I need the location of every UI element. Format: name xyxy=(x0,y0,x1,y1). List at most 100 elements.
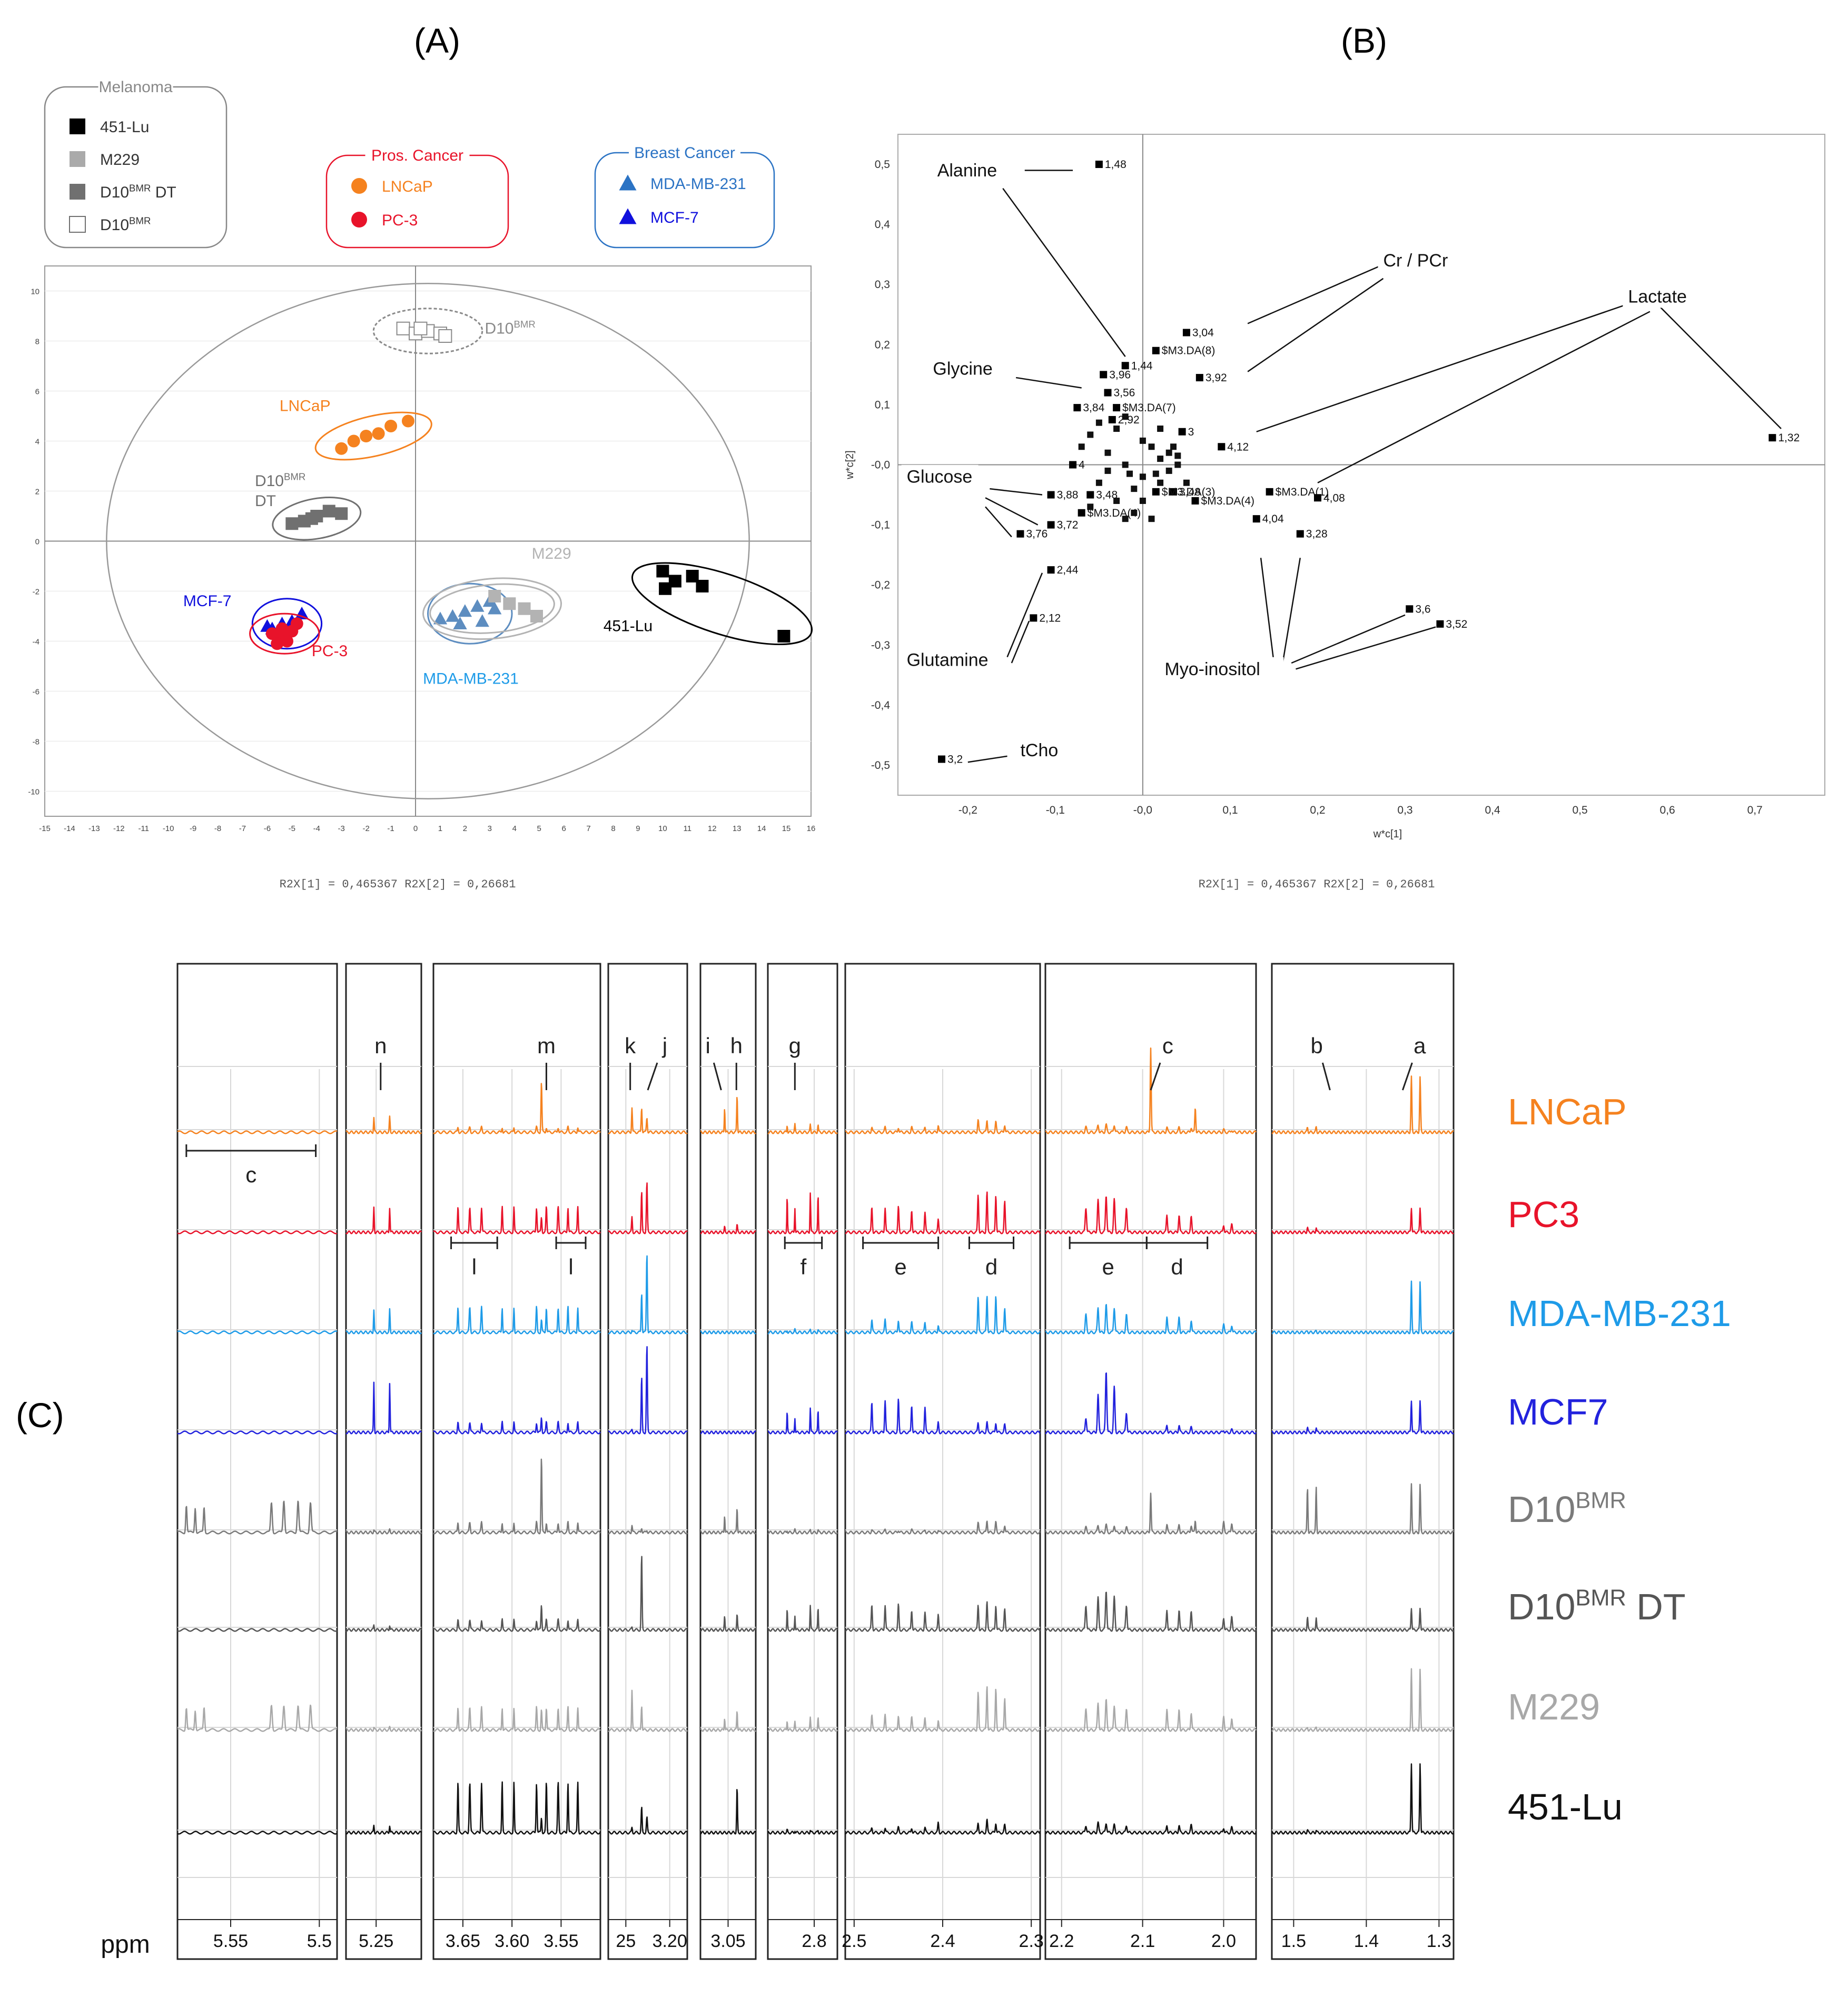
spectrum-trace xyxy=(433,1605,601,1632)
x-tick-label: 0,2 xyxy=(1310,804,1325,816)
panel-b-title: (B) xyxy=(1341,21,1387,60)
loading-point-label: $M3.DA(8) xyxy=(1162,345,1215,357)
x-tick-label: 7 xyxy=(586,824,590,833)
data-point xyxy=(372,427,385,440)
data-point xyxy=(446,609,460,622)
spectrum-trace xyxy=(608,1346,688,1435)
loading-point xyxy=(1139,437,1146,444)
spectrum-window-6: 2.5 2.4 2.3 xyxy=(842,963,1044,1960)
x-tick-label: 0,5 xyxy=(1572,804,1587,816)
y-tick-label: -6 xyxy=(33,688,39,697)
data-point xyxy=(530,610,543,622)
spectrum-trace xyxy=(845,1520,1041,1535)
x-tick-label: 0,7 xyxy=(1747,804,1763,816)
loading-point-label: 3,76 xyxy=(1026,528,1047,540)
window-frame xyxy=(1271,963,1455,1960)
loading-point-label: 3,84 xyxy=(1083,402,1104,414)
spectrum-trace xyxy=(767,1328,838,1334)
annotation-letter: h xyxy=(730,1033,743,1058)
series-D10BMR DT: D10BMR DT xyxy=(255,471,362,541)
legend-title: Pros. Cancer xyxy=(371,147,463,164)
window-frame xyxy=(176,963,338,1960)
loading-point xyxy=(1139,473,1146,480)
loading-point xyxy=(1047,491,1055,499)
x-tick-label: 3 xyxy=(488,824,492,833)
loading-point-label: 3,2 xyxy=(947,754,963,766)
spectrum-trace xyxy=(1045,1304,1257,1334)
annotation-letter: m xyxy=(537,1033,556,1058)
panel-c-title: (C) xyxy=(16,1396,64,1435)
annotation-leader xyxy=(985,497,1039,526)
loading-point xyxy=(1183,479,1190,486)
spectrum-window-4: 3.05 xyxy=(699,963,757,1960)
y-tick-label: 0,5 xyxy=(875,159,890,171)
annotation-leader xyxy=(1296,626,1436,670)
peak-annotation-k: k xyxy=(625,1033,636,1090)
panel-a-title: (A) xyxy=(414,21,460,60)
annotation-label-bg xyxy=(901,464,979,488)
legend-box xyxy=(325,154,509,249)
y-tick-label: 0 xyxy=(35,538,39,547)
spectrum-trace xyxy=(700,1614,756,1632)
loading-point xyxy=(1047,566,1055,574)
y-tick-label: -0,3 xyxy=(871,639,890,651)
loading-point xyxy=(1047,521,1055,529)
annotation-letter: d xyxy=(985,1254,997,1279)
y-tick-label: -4 xyxy=(33,638,39,647)
data-point xyxy=(453,617,467,630)
spectrum-trace xyxy=(700,1430,756,1435)
spectrum-trace xyxy=(1271,1280,1454,1334)
loading-point-label: 3,52 xyxy=(1446,618,1467,630)
x-tick-label: -11 xyxy=(138,824,149,833)
loading-point xyxy=(1122,516,1129,522)
spectrum-trace xyxy=(608,1255,688,1334)
x-tick-label: 14 xyxy=(757,824,766,833)
ppm-tick-label: 2.1 xyxy=(1130,1931,1155,1951)
annotation-letter: l xyxy=(568,1254,573,1279)
loading-point xyxy=(1126,470,1133,477)
loading-point xyxy=(1178,428,1186,436)
ppm-tick-label: 3.55 xyxy=(543,1931,578,1951)
spectrum-window-7: 2.2 2.1 2.0 xyxy=(1044,963,1257,1960)
data-point xyxy=(384,420,398,432)
loading-point xyxy=(1078,509,1085,517)
y-tick-label: 2 xyxy=(35,488,39,497)
x-tick-label: -7 xyxy=(239,824,246,833)
legend-marker xyxy=(619,208,637,224)
series-LNCaP: LNCaP xyxy=(280,398,432,461)
annotation-leader xyxy=(1282,558,1301,664)
loading-point-label: 3,6 xyxy=(1415,603,1430,615)
annotation-label: Cr / PCr xyxy=(1383,251,1448,271)
data-point xyxy=(305,512,318,525)
x-tick-label: 0,3 xyxy=(1397,804,1412,816)
x-tick-label: -8 xyxy=(214,824,221,833)
loading-point-label: 3,04 xyxy=(1192,327,1214,339)
loading-point xyxy=(1296,530,1304,538)
ppm-tick-label: 2.4 xyxy=(930,1931,955,1951)
annotation-letter: k xyxy=(625,1033,636,1058)
loading-point xyxy=(1131,509,1138,516)
spectrum-trace xyxy=(433,1205,601,1234)
spectrum-trace xyxy=(608,1806,688,1835)
spectrum-trace xyxy=(1271,1075,1454,1134)
annotation-label-bg xyxy=(1623,284,1700,308)
data-point xyxy=(360,430,373,442)
loading-point-label: 3,48 xyxy=(1179,486,1201,498)
sample-label: MCF7 xyxy=(1508,1391,1608,1432)
annotation-label-bg xyxy=(1378,249,1465,272)
spectrum-trace xyxy=(345,1115,422,1134)
y-tick-label: 8 xyxy=(35,338,39,347)
annotation-leader xyxy=(1247,265,1379,324)
data-point xyxy=(433,611,448,625)
loading-point-label: $M3.DA(4) xyxy=(1201,495,1255,507)
annotation-label-bg xyxy=(927,357,1005,380)
loading-point-label: 2,12 xyxy=(1039,612,1061,624)
group-ellipse xyxy=(314,411,432,461)
data-point xyxy=(458,604,472,617)
annotation-glycine: Glycine xyxy=(927,357,1082,389)
peak-annotation-m: m xyxy=(537,1033,556,1090)
loading-point xyxy=(1157,479,1164,486)
loading-point-label: 3,92 xyxy=(1205,372,1227,384)
loading-point xyxy=(1073,404,1081,412)
